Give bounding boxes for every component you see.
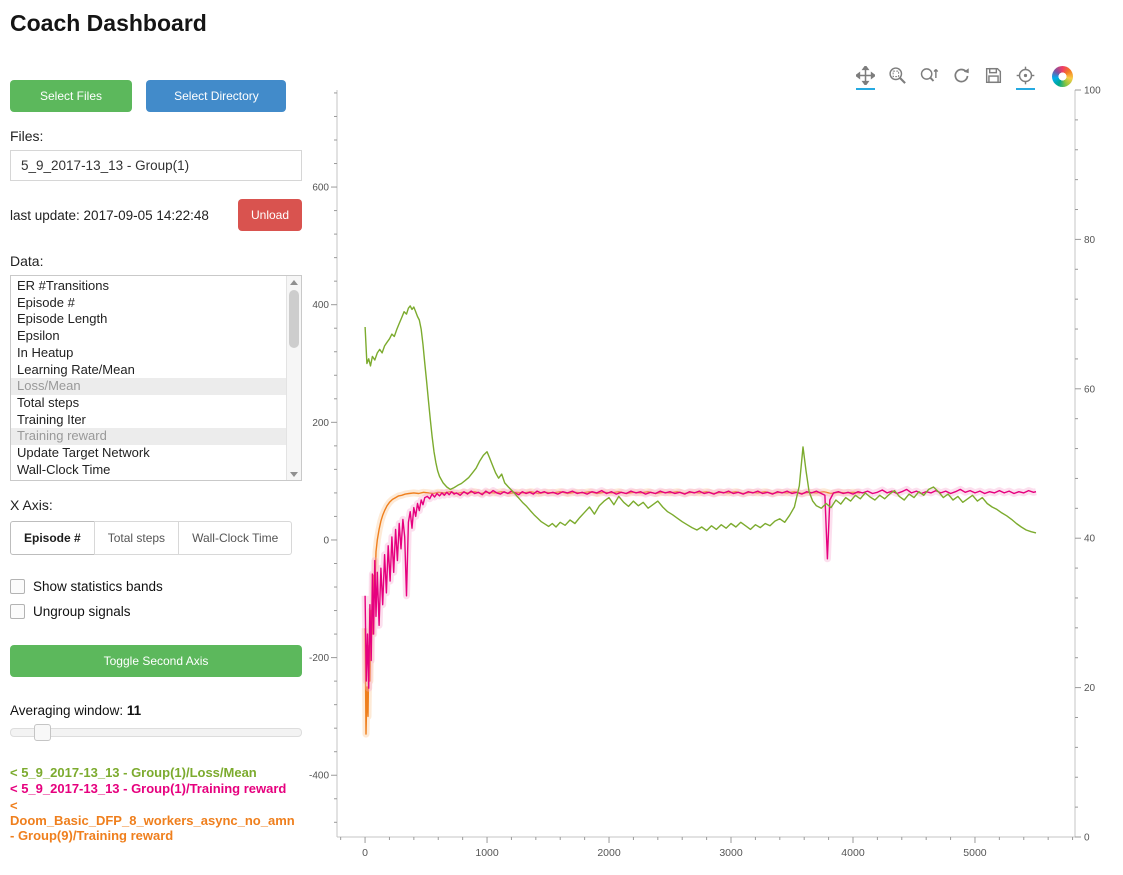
checkbox-icon[interactable] [10, 579, 25, 594]
svg-text:80: 80 [1084, 235, 1096, 246]
files-label: Files: [10, 128, 44, 144]
legend-entry: < Doom_Basic_DFP_8_workers_async_no_amn … [10, 797, 295, 844]
svg-text:4000: 4000 [841, 847, 865, 859]
data-list-scrollbar[interactable] [286, 276, 301, 480]
x-axis-group: Episode # Total steps Wall-Clock Time [10, 521, 293, 555]
data-list-item-er-transitions[interactable]: ER #Transitions [17, 278, 109, 293]
series-line-5-9-2017-13-13-group-1-loss-mean [364, 305, 1037, 534]
legend-entry: < 5_9_2017-13_13 - Group(1)/Training rew… [10, 781, 287, 797]
checkbox-group: Show statistics bands Ungroup signals [10, 579, 302, 619]
svg-text:200: 200 [312, 418, 329, 429]
series-line-5-9-2017-13-13-group-1-training-reward [364, 488, 1037, 689]
svg-text:60: 60 [1084, 384, 1096, 395]
scroll-down-icon[interactable] [287, 468, 301, 480]
last-update-text: last update: 2017-09-05 14:22:48 [10, 207, 209, 223]
svg-text:20: 20 [1084, 683, 1096, 694]
scroll-thumb[interactable] [289, 290, 299, 348]
page-title: Coach Dashboard [10, 10, 207, 36]
svg-text:-200: -200 [309, 653, 329, 664]
data-list-item-total-steps[interactable]: Total steps [17, 394, 80, 410]
toggle-second-axis-button[interactable]: Toggle Second Axis [10, 645, 302, 677]
unload-button[interactable]: Unload [238, 199, 302, 231]
checkbox-label: Ungroup signals [33, 604, 131, 619]
bokeh-logo-icon[interactable] [1052, 66, 1073, 87]
svg-text:-400: -400 [309, 771, 329, 782]
checkbox-show-statistics-bands[interactable]: Show statistics bands [10, 579, 302, 594]
svg-text:100: 100 [1084, 86, 1101, 97]
data-list-item-episode[interactable]: Episode # [17, 294, 75, 310]
data-list-item-epsilon[interactable]: Epsilon [17, 328, 60, 344]
checkbox-ungroup-signals[interactable]: Ungroup signals [10, 604, 302, 619]
averaging-window-row: Averaging window: 11 [10, 703, 302, 718]
selected-file[interactable]: 5_9_2017-13_13 - Group(1) [21, 158, 190, 173]
averaging-window-slider[interactable] [10, 724, 302, 741]
last-update-row: last update: 2017-09-05 14:22:48 Unload [10, 199, 302, 231]
svg-text:600: 600 [312, 183, 329, 194]
svg-text:0: 0 [1084, 833, 1090, 844]
data-list-item-learning-rate-mean[interactable]: Learning Rate/Mean [17, 361, 135, 377]
data-label: Data: [10, 253, 44, 269]
sidebar: Select Files Select Directory Files: 5_9… [10, 80, 302, 845]
svg-text:400: 400 [312, 300, 329, 311]
chart-area: 0 1000 2000 3000 4000 5000 -400 -200 0 200 400 600 0… [308, 58, 1123, 875]
training-chart[interactable]: 0 1000 2000 3000 4000 5000 -400 -200 0 200 400 600 0… [308, 82, 1113, 874]
svg-text:0: 0 [362, 847, 368, 859]
plot-canvas[interactable] [337, 90, 1075, 837]
hover-icon[interactable] [1016, 66, 1035, 90]
select-directory-button[interactable]: Select Directory [146, 80, 287, 112]
file-buttons-row: Select Files Select Directory [10, 80, 302, 112]
data-list-item-training-reward[interactable]: Training reward [11, 428, 287, 446]
data-list-item-episode-length[interactable]: Episode Length [17, 311, 108, 327]
data-list-item-wall-clock-time[interactable]: Wall-Clock Time [17, 461, 111, 477]
data-list-item-in-heatup[interactable]: In Heatup [17, 344, 74, 360]
x-axis-label: X Axis: [10, 497, 53, 513]
averaging-window-value: 11 [126, 703, 142, 718]
legend: < 5_9_2017-13_13 - Group(1)/Loss/Mean < 5… [10, 765, 302, 844]
svg-text:5000: 5000 [963, 847, 987, 859]
data-list[interactable]: ER #Transitions Episode # Episode Length Ep… [10, 275, 302, 481]
x-axis-option-wall-clock-time[interactable]: Wall-Clock Time [178, 521, 293, 555]
data-list-item-training-iter[interactable]: Training Iter [17, 411, 86, 427]
pan-icon[interactable] [856, 66, 875, 90]
box-zoom-icon[interactable] [888, 66, 907, 88]
data-list-item-update-target-network[interactable]: Update Target Network [17, 445, 150, 461]
reset-icon[interactable] [952, 66, 971, 88]
checkbox-icon[interactable] [10, 604, 25, 619]
save-icon[interactable] [984, 66, 1003, 88]
wheel-zoom-icon[interactable] [920, 66, 939, 88]
x-axis-option-total-steps[interactable]: Total steps [93, 521, 180, 555]
averaging-window-label: Averaging window: [10, 703, 124, 718]
checkbox-label: Show statistics bands [33, 579, 163, 594]
x-axis-option-episode[interactable]: Episode # [10, 521, 95, 555]
svg-text:0: 0 [323, 535, 329, 546]
data-list-item-loss-mean[interactable]: Loss/Mean [11, 378, 287, 395]
files-select[interactable]: 5_9_2017-13_13 - Group(1) [10, 150, 302, 181]
svg-text:1000: 1000 [475, 847, 499, 859]
svg-text:3000: 3000 [719, 847, 743, 859]
svg-text:40: 40 [1084, 534, 1096, 545]
select-files-button[interactable]: Select Files [10, 80, 132, 112]
svg-text:2000: 2000 [597, 847, 621, 859]
scroll-up-icon[interactable] [287, 276, 301, 288]
chart-toolbar [856, 66, 1073, 90]
data-list-items: ER #Transitions Episode # Episode Length Ep… [11, 278, 287, 480]
legend-entry: < 5_9_2017-13_13 - Group(1)/Loss/Mean [10, 765, 257, 780]
slider-handle[interactable] [34, 724, 52, 741]
